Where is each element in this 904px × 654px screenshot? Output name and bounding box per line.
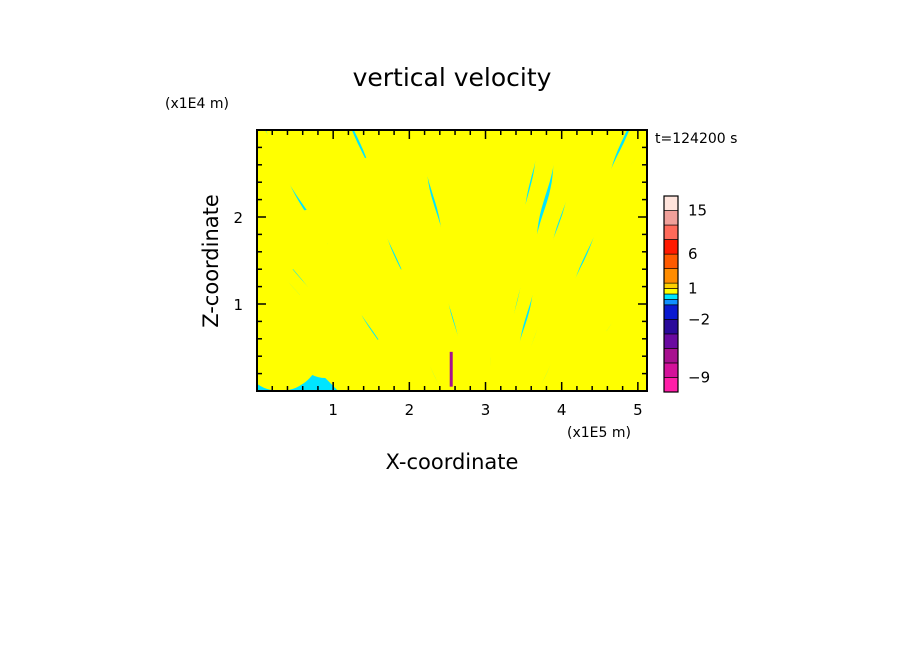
positive-velocity-band [257,130,409,391]
positive-velocity-patch [595,173,647,209]
colorbar-segment [663,333,679,349]
positive-velocity-band [570,249,647,391]
time-label: t=124200 s [655,131,737,147]
positive-velocity-band [507,130,556,391]
y-axis-ticks: 12 [233,146,647,375]
positive-velocity-band [257,144,405,391]
colorbar: 15 6 1 −2 −9 [663,195,710,393]
positive-velocity-patch [378,137,440,158]
colorbar-segment [663,268,679,284]
x-tick-label: 2 [405,401,415,419]
velocity-field [257,130,904,391]
positive-velocity-band [373,130,463,391]
y-axis-label: Z-coordinate [199,194,223,328]
x-unit-label: (x1E5 m) [567,425,631,441]
positive-velocity-band [436,130,485,391]
positive-velocity-patch [287,282,364,378]
positive-velocity-band [635,380,647,391]
positive-velocity-band [564,217,647,391]
colorbar-segment [663,304,679,320]
y-tick-label: 2 [233,209,243,227]
positive-velocity-band [538,130,647,391]
colorbar-tick-label: 6 [688,245,698,263]
positive-velocity-band [282,130,423,391]
colorbar-segment [663,362,679,378]
positive-velocity-patch [588,330,642,365]
positive-velocity-band [327,130,442,391]
positive-velocity-patch [257,149,318,181]
positive-velocity-band [667,130,904,391]
positive-velocity-band [513,130,577,391]
colorbar-segment [663,224,679,240]
colorbar-segment [663,293,679,300]
colorbar-segment [663,377,679,393]
positive-velocity-band [619,357,647,391]
colorbar-segment [663,319,679,335]
x-tick-label: 3 [481,401,491,419]
colorbar-segment [663,348,679,364]
positive-velocity-band [265,130,415,391]
colorbar-tick-label: −9 [688,369,710,387]
chart-title: vertical velocity [353,63,552,92]
x-tick-label: 4 [557,401,567,419]
colorbar-segment [663,239,679,255]
colorbar-frame [663,195,679,393]
x-axis-label: X-coordinate [386,450,519,474]
strong-updraft-streak [449,351,453,387]
positive-velocity-patch [310,156,387,191]
colorbar-segment [663,253,679,269]
positive-velocity-band [423,130,472,391]
plot-frame [256,129,648,392]
x-tick-label: 5 [633,401,643,419]
y-tick-label: 1 [233,296,243,314]
positive-velocity-patch [352,267,421,306]
positive-velocity-patch [371,330,433,383]
colorbar-segment [663,210,679,226]
colorbar-tick-label: 15 [688,202,707,220]
colorbar-segment [663,282,679,289]
positive-velocity-band [556,180,647,391]
y-unit-label: (x1E4 m) [165,96,229,112]
positive-velocity-band [646,390,647,391]
positive-velocity-band [495,130,539,391]
positive-velocity-band [518,130,602,391]
positive-velocity-patch [279,208,372,244]
positive-velocity-patch [257,230,307,274]
colorbar-segment [663,288,679,295]
colorbar-tick-label: −2 [688,310,710,328]
positive-velocity-band [257,288,354,391]
colorbar-segment [663,195,679,211]
x-tick-label: 1 [328,401,338,419]
positive-velocity-band [615,347,647,391]
x-axis-ticks: 1 2 3 4 5 [271,130,643,419]
positive-velocity-patch [607,264,647,309]
colorbar-segment [663,299,679,306]
colorbar-tick-label: 1 [688,280,698,298]
